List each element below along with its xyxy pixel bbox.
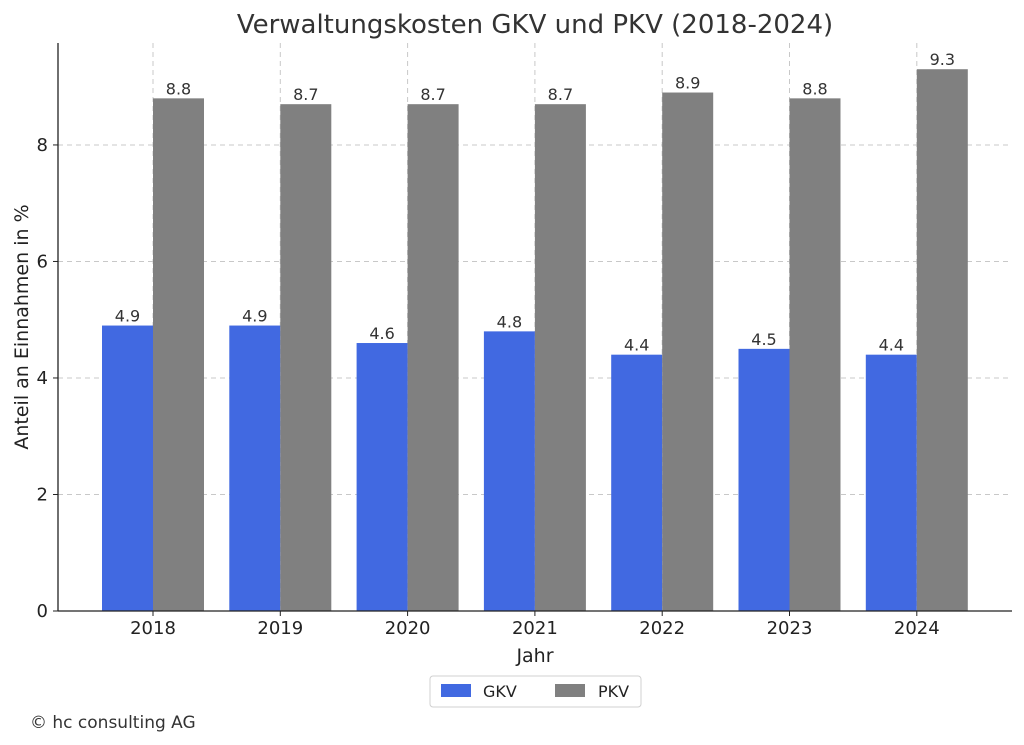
bar-gkv-2018 xyxy=(102,325,153,611)
x-tick-label: 2020 xyxy=(385,618,431,639)
data-label-pkv-2022: 8.9 xyxy=(675,74,700,93)
data-label-gkv-2023: 4.5 xyxy=(751,330,776,349)
x-axis-label: Jahr xyxy=(515,645,553,667)
bar-pkv-2020 xyxy=(407,104,459,612)
data-label-pkv-2018: 8.8 xyxy=(166,79,191,98)
legend-label-gkv: GKV xyxy=(483,682,517,701)
x-tick-label: 2018 xyxy=(130,618,176,639)
data-label-gkv-2024: 4.4 xyxy=(879,336,904,355)
data-label-gkv-2021: 4.8 xyxy=(497,312,522,331)
x-tick-label: 2019 xyxy=(257,618,303,639)
chart-title: Verwaltungskosten GKV und PKV (2018-2024… xyxy=(237,10,833,40)
data-label-gkv-2019: 4.9 xyxy=(242,307,267,326)
bar-gkv-2024 xyxy=(865,354,917,611)
data-labels: 4.9 4.9 4.6 4.8 4.4 4.5 4.4 8.8 8.7 8.7 8.7 8.9 8.8 9… xyxy=(115,50,955,354)
bar-gkv-2023 xyxy=(738,348,790,611)
data-label-pkv-2019: 8.7 xyxy=(293,85,318,104)
data-label-pkv-2023: 8.8 xyxy=(802,79,827,98)
bars xyxy=(102,69,968,612)
data-label-gkv-2022: 4.4 xyxy=(624,336,649,355)
y-tick-label: 2 xyxy=(37,484,48,505)
x-tick-label: 2021 xyxy=(512,618,558,639)
data-label-pkv-2020: 8.7 xyxy=(420,85,445,104)
bar-gkv-2021 xyxy=(483,331,535,611)
axes: 0 2 4 6 8 2018 2019 2020 2021 2022 2023 2024 xyxy=(37,43,1012,639)
x-tick-label: 2022 xyxy=(639,618,685,639)
bar-pkv-2024 xyxy=(916,69,968,611)
y-tick-label: 8 xyxy=(37,135,48,156)
y-tick-label: 0 xyxy=(37,601,48,622)
bar-pkv-2021 xyxy=(534,104,586,612)
copyright-note: © hc consulting AG xyxy=(30,713,196,733)
y-tick-label: 4 xyxy=(37,368,48,389)
bar-pkv-2018 xyxy=(153,98,204,612)
bar-pkv-2022 xyxy=(662,92,714,612)
legend-swatch-gkv xyxy=(441,684,471,697)
legend-label-pkv: PKV xyxy=(598,682,629,701)
bar-gkv-2020 xyxy=(356,343,408,611)
bar-pkv-2019 xyxy=(280,104,332,612)
legend-swatch-pkv xyxy=(555,684,585,697)
x-tick-label: 2024 xyxy=(894,618,940,639)
data-label-pkv-2021: 8.7 xyxy=(548,85,573,104)
y-axis-label: Anteil an Einnahmen in % xyxy=(11,204,33,449)
data-label-pkv-2024: 9.3 xyxy=(930,50,955,69)
data-label-gkv-2018: 4.9 xyxy=(115,307,140,326)
legend: GKV PKV xyxy=(429,675,642,708)
data-label-gkv-2020: 4.6 xyxy=(369,324,394,343)
legend-box xyxy=(429,675,642,708)
bar-gkv-2019 xyxy=(229,325,281,611)
bar-gkv-2022 xyxy=(611,354,663,611)
bar-pkv-2023 xyxy=(789,98,841,612)
y-tick-label: 6 xyxy=(37,251,48,272)
x-tick-label: 2023 xyxy=(767,618,813,639)
